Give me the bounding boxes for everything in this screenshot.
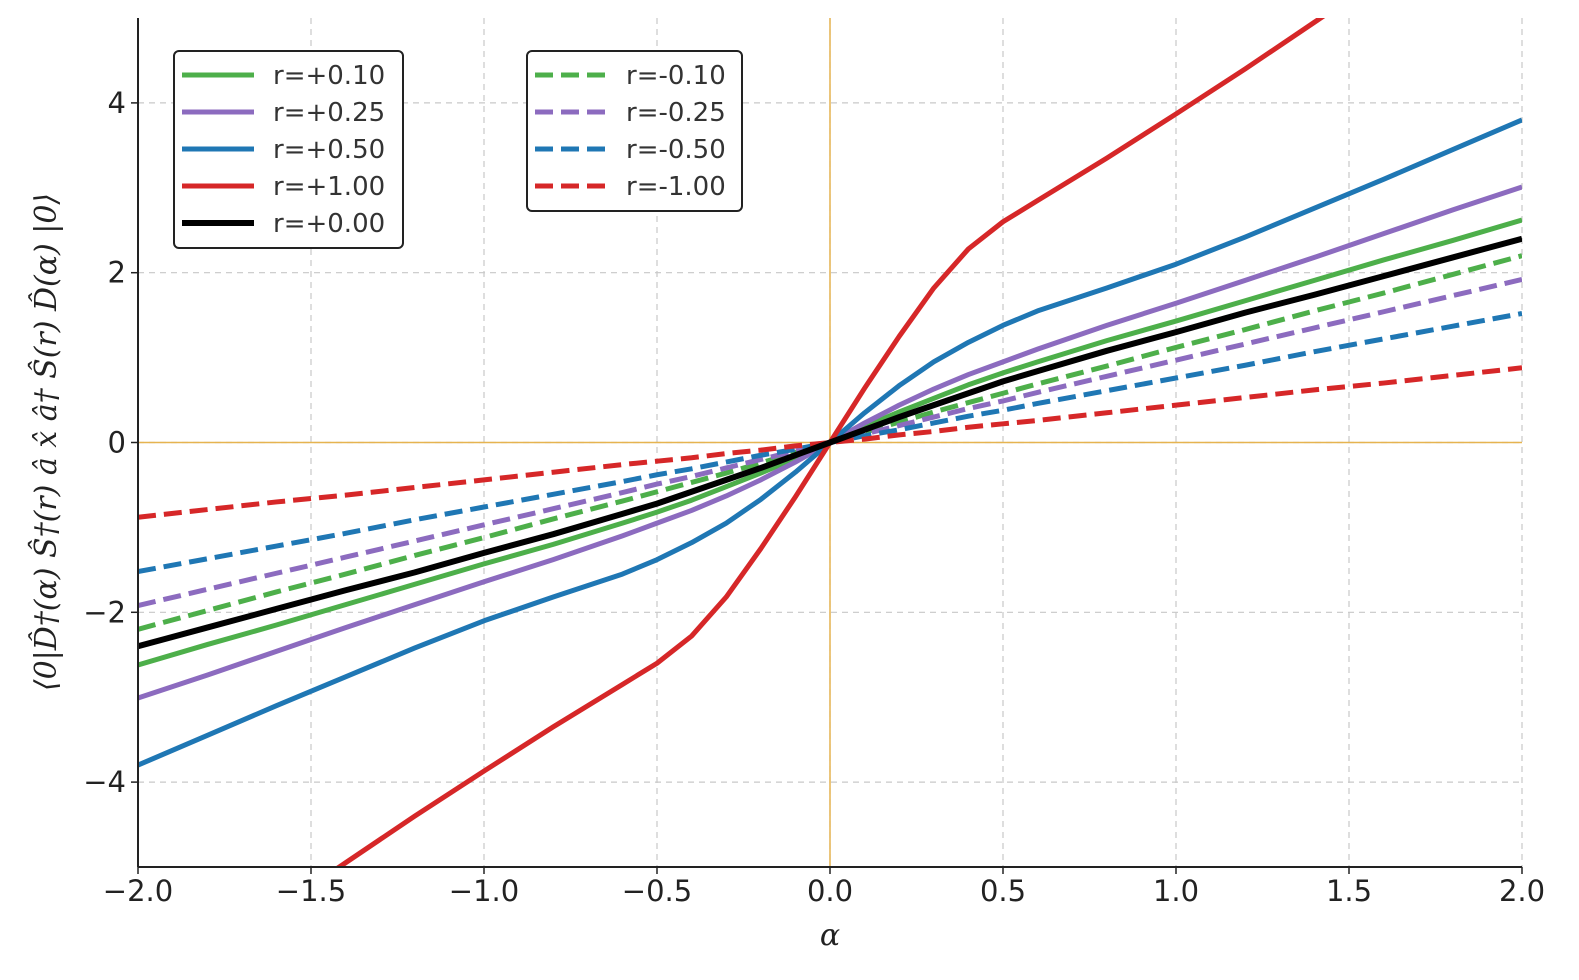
- legend-frame: [526, 50, 743, 212]
- y-tick-labels: −4 −2 0 2 4: [83, 86, 126, 799]
- y-tick-label: 2: [108, 256, 126, 290]
- legend-label-r-neg-1-00: r=-1.00: [626, 172, 726, 202]
- x-tick-label: 0.5: [980, 874, 1026, 908]
- legend-label-r-neg-0-50: r=-0.50: [626, 135, 726, 165]
- legend-label-r-neg-0-10: r=-0.10: [626, 61, 726, 91]
- axes: [131, 18, 1523, 874]
- x-tick-label: −0.5: [622, 874, 692, 908]
- x-tick-label: −1.5: [276, 874, 346, 908]
- x-axis-title: α: [820, 918, 840, 953]
- y-tick-label: −2: [83, 595, 126, 629]
- y-tick-label: 0: [108, 426, 126, 460]
- legend-label-r-pos-0-25: r=+0.25: [273, 98, 385, 128]
- legend-negative-r: r=-0.10 r=-0.25 r=-0.50 r=-1.00: [526, 50, 743, 212]
- y-tick-label: −4: [83, 765, 126, 799]
- y-tick-label: 4: [108, 86, 126, 120]
- legend-label-r-pos-1-00: r=+1.00: [273, 172, 385, 202]
- legend-frame: [173, 50, 404, 249]
- x-tick-labels: −2.0 −1.5 −1.0 −0.5 0.0 0.5 1.0 1.5 2.0: [103, 874, 1545, 908]
- x-tick-label: 2.0: [1499, 874, 1545, 908]
- y-axis-title: ⟨0|D̂†(α) Ŝ†(r) â x̂ â† Ŝ(r) D̂(α) |0⟩: [28, 193, 64, 691]
- x-tick-label: −1.0: [449, 874, 519, 908]
- x-tick-label: 1.5: [1326, 874, 1372, 908]
- legend-label-r-pos-0-00: r=+0.00: [273, 209, 385, 239]
- series-line-r-neg-1-00: [138, 365, 1522, 520]
- series-lines: [138, 18, 1522, 867]
- x-tick-label: 1.0: [1153, 874, 1199, 908]
- x-tick-label: −2.0: [103, 874, 173, 908]
- legend-label-r-pos-0-50: r=+0.50: [273, 135, 385, 165]
- x-tick-label: 0.0: [807, 874, 853, 908]
- legend-label-r-neg-0-25: r=-0.25: [626, 98, 726, 128]
- legend-label-r-pos-0-10: r=+0.10: [273, 61, 385, 91]
- legend-positive-r: r=+0.10 r=+0.25 r=+0.50 r=+1.00 r=+0.00: [173, 50, 404, 249]
- series-line-r-pos-0-00: [138, 235, 1522, 650]
